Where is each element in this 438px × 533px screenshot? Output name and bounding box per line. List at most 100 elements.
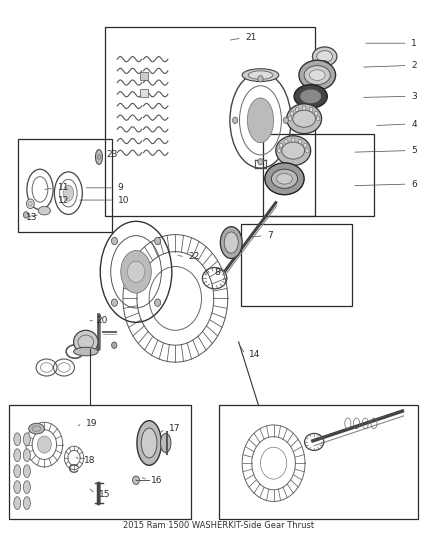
- Text: 10: 10: [118, 196, 129, 205]
- Ellipse shape: [74, 330, 98, 354]
- Ellipse shape: [23, 465, 30, 478]
- Bar: [106, 27, 315, 216]
- Ellipse shape: [276, 136, 311, 165]
- Circle shape: [295, 107, 299, 111]
- Circle shape: [319, 61, 330, 74]
- Circle shape: [314, 111, 318, 116]
- Circle shape: [258, 159, 263, 165]
- Circle shape: [111, 299, 117, 306]
- Text: 14: 14: [249, 350, 260, 359]
- Circle shape: [305, 149, 309, 153]
- Ellipse shape: [265, 163, 304, 195]
- Text: 4: 4: [411, 119, 417, 128]
- Text: 22: 22: [188, 253, 200, 261]
- Text: 5: 5: [411, 146, 417, 155]
- Ellipse shape: [309, 70, 325, 80]
- Bar: [263, 134, 374, 216]
- Ellipse shape: [317, 51, 332, 62]
- Ellipse shape: [287, 104, 321, 134]
- Text: 1: 1: [411, 39, 417, 48]
- Text: 19: 19: [86, 419, 97, 428]
- Ellipse shape: [242, 69, 279, 82]
- Ellipse shape: [14, 481, 21, 494]
- Ellipse shape: [248, 71, 273, 79]
- Bar: [18, 139, 112, 232]
- Ellipse shape: [247, 98, 274, 143]
- Circle shape: [155, 237, 161, 245]
- Text: 9: 9: [118, 183, 124, 192]
- Ellipse shape: [299, 60, 336, 90]
- Circle shape: [111, 237, 117, 245]
- Ellipse shape: [95, 150, 102, 165]
- Circle shape: [155, 299, 161, 306]
- Circle shape: [298, 139, 302, 143]
- Circle shape: [233, 117, 238, 124]
- Ellipse shape: [121, 251, 151, 293]
- Text: 3: 3: [411, 92, 417, 101]
- Ellipse shape: [160, 433, 171, 453]
- Circle shape: [302, 106, 306, 110]
- Bar: [140, 72, 148, 80]
- Ellipse shape: [14, 465, 21, 478]
- Bar: [10, 405, 191, 519]
- Ellipse shape: [23, 433, 30, 446]
- Ellipse shape: [272, 169, 297, 188]
- Ellipse shape: [37, 436, 51, 453]
- Text: 17: 17: [169, 424, 180, 433]
- Circle shape: [112, 342, 117, 349]
- Circle shape: [23, 212, 28, 218]
- Ellipse shape: [63, 185, 74, 201]
- Ellipse shape: [23, 497, 30, 510]
- Circle shape: [279, 143, 283, 148]
- Circle shape: [304, 143, 307, 148]
- Ellipse shape: [277, 173, 292, 184]
- Bar: [241, 224, 352, 306]
- Text: 6: 6: [411, 180, 417, 189]
- Ellipse shape: [224, 232, 238, 253]
- Ellipse shape: [137, 421, 161, 465]
- Ellipse shape: [220, 227, 242, 259]
- Circle shape: [288, 117, 292, 121]
- Text: 12: 12: [57, 196, 69, 205]
- Text: 7: 7: [267, 231, 273, 240]
- Text: 8: 8: [215, 269, 220, 277]
- Text: 2015 Ram 1500 WASHERKIT-Side Gear Thrust: 2015 Ram 1500 WASHERKIT-Side Gear Thrust: [124, 521, 314, 530]
- Ellipse shape: [14, 433, 21, 446]
- Text: 21: 21: [245, 34, 257, 43]
- Ellipse shape: [23, 481, 30, 494]
- Ellipse shape: [293, 110, 315, 127]
- Ellipse shape: [312, 47, 337, 66]
- Circle shape: [283, 117, 288, 124]
- Circle shape: [133, 476, 140, 484]
- Ellipse shape: [300, 89, 321, 104]
- Circle shape: [291, 138, 295, 142]
- Ellipse shape: [304, 66, 330, 85]
- Circle shape: [285, 139, 288, 143]
- Bar: [219, 405, 418, 519]
- Circle shape: [278, 149, 281, 153]
- Text: 20: 20: [96, 316, 107, 325]
- Circle shape: [258, 76, 263, 82]
- Ellipse shape: [74, 348, 98, 356]
- Circle shape: [309, 107, 313, 111]
- Text: 13: 13: [26, 213, 38, 222]
- Bar: [140, 90, 148, 98]
- Text: 16: 16: [151, 476, 163, 484]
- Circle shape: [316, 117, 320, 121]
- Ellipse shape: [23, 449, 30, 462]
- Text: 11: 11: [57, 183, 69, 192]
- Ellipse shape: [294, 85, 327, 108]
- Ellipse shape: [38, 206, 50, 215]
- Text: 23: 23: [106, 150, 118, 159]
- Ellipse shape: [282, 142, 304, 159]
- Circle shape: [26, 199, 34, 208]
- Ellipse shape: [28, 423, 44, 434]
- Circle shape: [127, 261, 145, 282]
- Text: 15: 15: [99, 489, 110, 498]
- Text: 18: 18: [84, 456, 95, 465]
- Circle shape: [290, 111, 294, 116]
- Ellipse shape: [14, 449, 21, 462]
- Text: 2: 2: [411, 61, 417, 70]
- Ellipse shape: [141, 428, 157, 458]
- Ellipse shape: [14, 497, 21, 510]
